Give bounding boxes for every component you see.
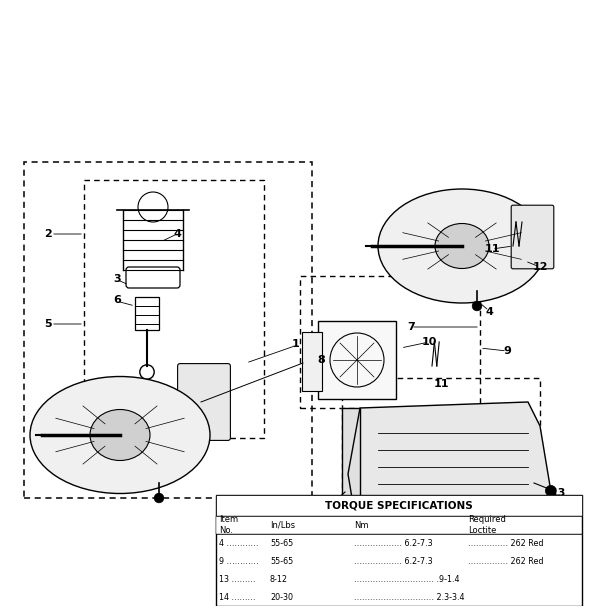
Text: …………… 262 Red: …………… 262 Red bbox=[468, 556, 544, 565]
Text: 55-65: 55-65 bbox=[270, 556, 293, 565]
Text: 9: 9 bbox=[503, 346, 511, 356]
Text: 4: 4 bbox=[485, 307, 493, 317]
Bar bbox=[216, 495, 582, 516]
Ellipse shape bbox=[435, 223, 489, 269]
Bar bbox=[300, 276, 480, 408]
FancyBboxPatch shape bbox=[302, 332, 322, 391]
Text: 13: 13 bbox=[379, 573, 395, 583]
Text: 5: 5 bbox=[44, 319, 52, 329]
Text: 11: 11 bbox=[484, 244, 500, 254]
Text: 13: 13 bbox=[550, 488, 566, 498]
Text: ……………… 6.2-7.3: ……………… 6.2-7.3 bbox=[354, 556, 433, 565]
Text: 4 …………: 4 ………… bbox=[219, 539, 259, 548]
Ellipse shape bbox=[378, 189, 546, 303]
Text: 10: 10 bbox=[421, 337, 437, 347]
Ellipse shape bbox=[30, 376, 210, 493]
Text: 13 ………: 13 ……… bbox=[219, 575, 256, 583]
Text: 1: 1 bbox=[292, 340, 299, 349]
Bar bbox=[216, 516, 582, 534]
Text: Nm: Nm bbox=[354, 520, 368, 529]
FancyBboxPatch shape bbox=[178, 364, 230, 441]
Text: 4: 4 bbox=[173, 229, 181, 239]
Text: 6: 6 bbox=[113, 295, 121, 305]
Circle shape bbox=[394, 567, 404, 578]
Text: Required
Loctite: Required Loctite bbox=[468, 515, 506, 535]
Bar bbox=[216, 495, 582, 606]
Circle shape bbox=[472, 301, 482, 311]
Text: …………… 262 Red: …………… 262 Red bbox=[468, 539, 544, 548]
Text: 8-12: 8-12 bbox=[270, 575, 288, 583]
Text: 9 …………: 9 ………… bbox=[219, 556, 259, 565]
Text: 2: 2 bbox=[44, 229, 52, 239]
Text: In/Lbs: In/Lbs bbox=[270, 520, 295, 529]
FancyBboxPatch shape bbox=[511, 205, 554, 269]
Text: Item
No.: Item No. bbox=[219, 515, 238, 535]
Circle shape bbox=[322, 505, 332, 515]
Text: 55-65: 55-65 bbox=[270, 539, 293, 548]
Ellipse shape bbox=[90, 409, 150, 460]
Bar bbox=[84, 180, 264, 438]
Text: ………………………… .9-1.4: ………………………… .9-1.4 bbox=[354, 575, 460, 583]
Text: 11: 11 bbox=[433, 379, 449, 389]
Text: 3: 3 bbox=[113, 274, 121, 284]
Text: TORQUE SPECIFICATIONS: TORQUE SPECIFICATIONS bbox=[325, 501, 473, 510]
Text: 14: 14 bbox=[309, 512, 325, 522]
Bar bbox=[24, 162, 312, 498]
Bar bbox=[342, 378, 540, 558]
Text: 8: 8 bbox=[317, 355, 325, 365]
Text: 7: 7 bbox=[407, 322, 415, 332]
Text: 14 ………: 14 ……… bbox=[219, 592, 256, 602]
Circle shape bbox=[545, 485, 556, 496]
Circle shape bbox=[154, 493, 164, 503]
Text: ……………… 6.2-7.3: ……………… 6.2-7.3 bbox=[354, 539, 433, 548]
Polygon shape bbox=[342, 408, 360, 546]
FancyBboxPatch shape bbox=[318, 321, 396, 399]
Text: 12: 12 bbox=[532, 262, 548, 272]
Circle shape bbox=[438, 565, 448, 575]
Text: 20-30: 20-30 bbox=[270, 592, 293, 602]
Text: 15: 15 bbox=[447, 573, 463, 583]
Polygon shape bbox=[348, 402, 552, 558]
Text: ………………………… 2.3-3.4: ………………………… 2.3-3.4 bbox=[354, 592, 464, 602]
